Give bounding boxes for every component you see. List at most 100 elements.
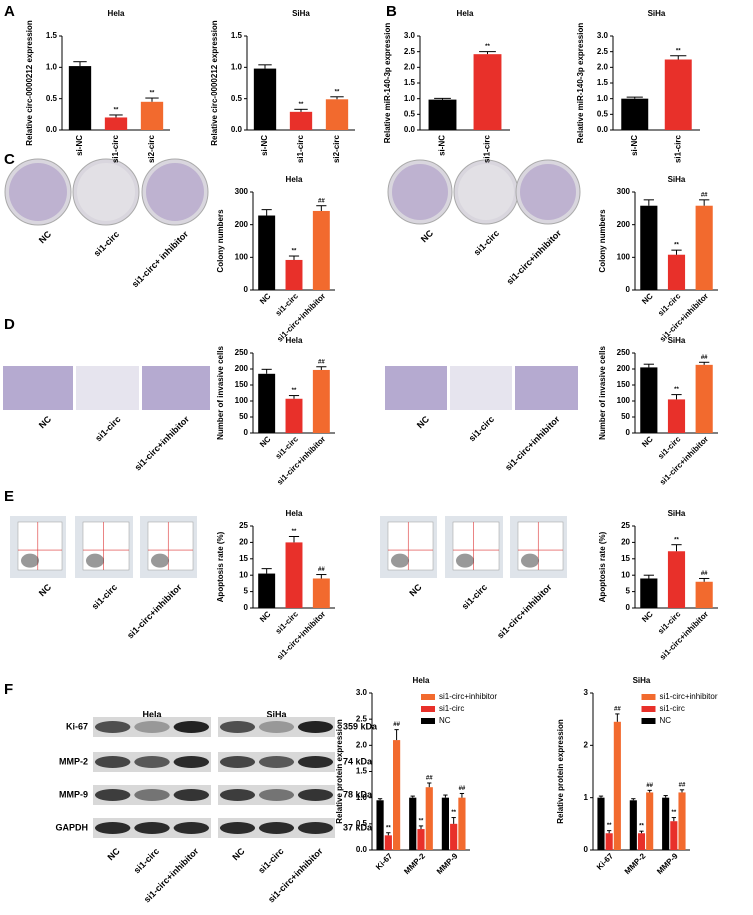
- image-label: si1-circ: [460, 582, 489, 611]
- legend-swatch: [421, 706, 435, 712]
- image-label: si1-circ: [467, 414, 496, 443]
- significance-mark: **: [639, 824, 644, 830]
- y-tick-label: 0: [244, 603, 249, 612]
- significance-mark: **: [674, 387, 679, 393]
- y-axis-label: Relative miR-140-3p expression: [576, 23, 585, 144]
- x-tick-label: MMP-9: [655, 851, 680, 876]
- chart-title: SiHa: [633, 676, 651, 685]
- size-label: 37 kDa: [343, 822, 373, 832]
- blot-band: [94, 822, 131, 834]
- image-label: si1-circ+ inhibitor: [130, 229, 191, 290]
- lane-label: si1-circ: [132, 846, 161, 875]
- flow-cells: [391, 553, 409, 568]
- legend-swatch: [641, 718, 656, 724]
- x-tick-label: NC: [640, 434, 655, 449]
- x-tick-label: si-NC: [75, 135, 84, 156]
- bar: [646, 792, 654, 850]
- y-tick-label: 300: [235, 187, 249, 196]
- blot-band: [134, 721, 170, 733]
- bar: [670, 821, 678, 850]
- x-tick-label: si1-circ: [483, 134, 492, 163]
- bar: [695, 581, 713, 608]
- transwell-image: [515, 366, 578, 410]
- y-tick-label: 1.0: [404, 94, 416, 103]
- y-tick-label: 1.0: [356, 793, 368, 802]
- legend-label: NC: [439, 716, 451, 725]
- y-tick-label: 1.0: [597, 94, 609, 103]
- significance-mark: **: [292, 529, 297, 535]
- image-label: si1-circ: [90, 582, 119, 611]
- blot-strip: [218, 717, 335, 737]
- bar: [637, 833, 646, 850]
- blot-band: [258, 789, 295, 801]
- x-tick-label: si1-circ: [274, 434, 301, 461]
- significance-mark: ##: [318, 567, 325, 573]
- image-label: NC: [37, 582, 54, 599]
- transwell-image: [450, 366, 512, 410]
- y-tick-label: 2.0: [597, 62, 609, 71]
- panel-letter: C: [4, 151, 15, 168]
- image-label: si1-circ+inhibitor: [133, 414, 192, 473]
- y-tick-label: 250: [235, 348, 249, 357]
- legend-swatch: [641, 694, 656, 700]
- image-label: NC: [419, 228, 436, 245]
- significance-mark: ##: [701, 192, 708, 198]
- x-tick-label: NC: [640, 291, 655, 306]
- image-label: si1-circ+inhibitor: [503, 414, 562, 473]
- y-tick-label: 10: [621, 570, 630, 579]
- legend-swatch: [641, 706, 656, 712]
- significance-mark: **: [292, 388, 297, 394]
- bar: [258, 215, 276, 290]
- significance-mark: **: [114, 108, 119, 114]
- x-tick-label: Ki-67: [374, 851, 395, 872]
- y-tick-label: 10: [239, 570, 248, 579]
- y-tick-label: 3: [584, 688, 589, 697]
- significance-mark: **: [335, 89, 340, 95]
- x-tick-label: si1-circ: [656, 609, 683, 636]
- x-tick-label: MMP-2: [623, 851, 648, 876]
- significance-mark: ##: [426, 776, 433, 782]
- y-axis-label: Number of invasive cells: [216, 346, 225, 440]
- x-tick-label: si1-circ: [111, 134, 120, 163]
- y-tick-label: 0.0: [597, 125, 609, 134]
- significance-mark: **: [386, 825, 391, 831]
- y-tick-label: 20: [621, 538, 630, 547]
- significance-mark: ##: [459, 786, 466, 792]
- y-tick-label: 2.5: [404, 47, 416, 56]
- culture-dish-inner: [77, 163, 135, 221]
- bar: [458, 797, 466, 850]
- y-axis-label: Colony numbers: [216, 209, 225, 273]
- bar: [662, 797, 670, 850]
- y-tick-label: 0: [244, 428, 249, 437]
- chart-title: Hela: [286, 509, 303, 518]
- bar: [258, 573, 276, 608]
- blot-band: [258, 756, 295, 768]
- bar: [678, 792, 686, 850]
- panel-letter: E: [4, 488, 14, 505]
- y-tick-label: 1.5: [46, 31, 58, 40]
- legend-label: NC: [660, 716, 672, 725]
- flow-cells: [456, 553, 474, 568]
- y-tick-label: 0: [626, 428, 631, 437]
- x-tick-label: si1-circ+inhibitor: [275, 435, 327, 487]
- panel-letter: B: [386, 3, 397, 20]
- y-axis-label: Relative protein expression: [556, 719, 565, 824]
- y-tick-label: 5: [244, 587, 249, 596]
- protein-label: GAPDH: [55, 822, 88, 832]
- transwell-image: [76, 366, 139, 410]
- flow-cells: [86, 553, 104, 568]
- y-tick-label: 50: [239, 412, 248, 421]
- y-tick-label: 200: [617, 220, 631, 229]
- y-tick-label: 25: [239, 521, 248, 530]
- bar: [384, 835, 392, 850]
- x-tick-label: si1-circ+inhibitor: [658, 435, 710, 487]
- culture-dish-inner: [9, 163, 67, 221]
- bar: [325, 99, 349, 130]
- culture-dish-inner: [146, 163, 204, 221]
- image-label: NC: [37, 414, 54, 431]
- image-label: si1-circ+inhibitor: [495, 582, 554, 641]
- x-tick-label: MMP-2: [402, 851, 427, 876]
- y-tick-label: 2.5: [356, 714, 368, 723]
- image-label: NC: [37, 229, 54, 246]
